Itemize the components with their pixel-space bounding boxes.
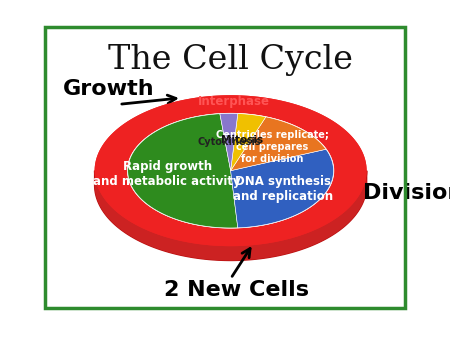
Polygon shape: [94, 95, 367, 246]
Polygon shape: [230, 114, 266, 171]
Text: 2 New Cells: 2 New Cells: [164, 281, 309, 300]
Text: Growth: Growth: [63, 79, 155, 99]
Text: Cytokinesis: Cytokinesis: [198, 137, 261, 147]
Polygon shape: [230, 117, 326, 171]
Polygon shape: [230, 149, 333, 228]
Polygon shape: [230, 114, 266, 171]
Polygon shape: [94, 110, 367, 261]
Text: Centrioles replicate;
cell prepares
for division: Centrioles replicate; cell prepares for …: [216, 130, 328, 164]
Polygon shape: [230, 117, 326, 171]
Text: Interphase: Interphase: [198, 95, 270, 108]
Polygon shape: [128, 114, 333, 228]
Text: Rapid growth
and metabolic activity: Rapid growth and metabolic activity: [93, 160, 241, 188]
Polygon shape: [128, 171, 333, 242]
Polygon shape: [94, 171, 367, 261]
Polygon shape: [128, 128, 333, 242]
Polygon shape: [127, 113, 334, 228]
Polygon shape: [128, 114, 238, 228]
Polygon shape: [94, 95, 367, 246]
Polygon shape: [220, 114, 238, 171]
Polygon shape: [230, 149, 333, 228]
Text: The Cell Cycle: The Cell Cycle: [108, 45, 353, 76]
Polygon shape: [128, 114, 238, 228]
Polygon shape: [220, 114, 238, 171]
Text: Division: Division: [363, 183, 450, 203]
Text: Mitosis: Mitosis: [221, 135, 263, 145]
Text: DNA synthesis
and replication: DNA synthesis and replication: [233, 175, 333, 203]
